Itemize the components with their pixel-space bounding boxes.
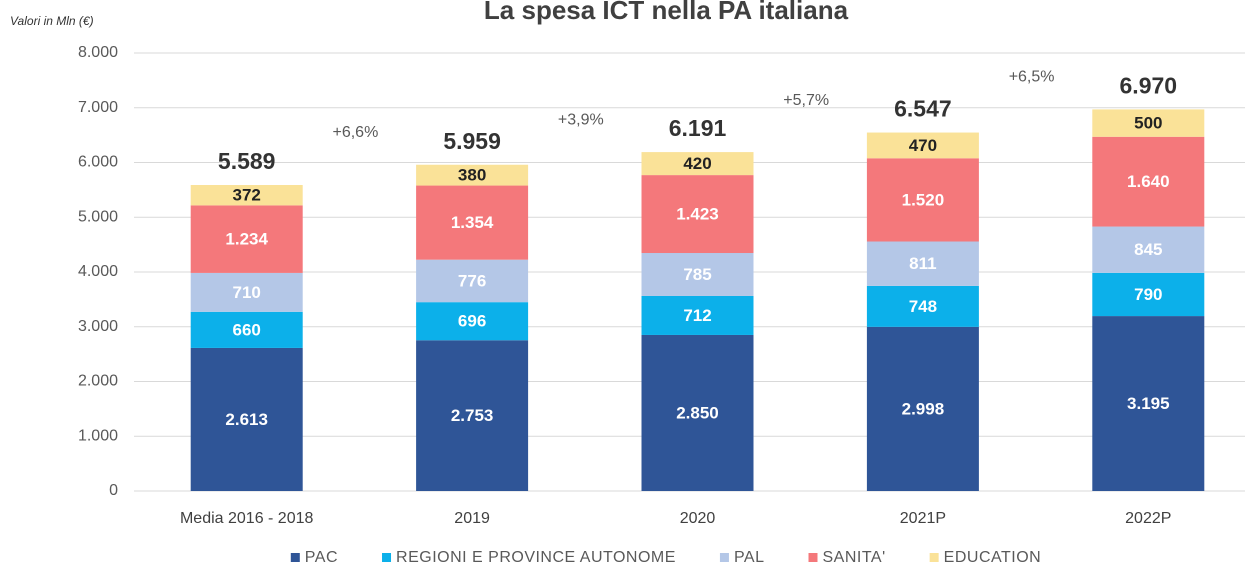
chart-title: La spesa ICT nella PA italiana <box>484 0 849 25</box>
growth-label: +6,5% <box>1009 69 1055 86</box>
legend-label: REGIONI E PROVINCE AUTONOME <box>396 549 676 565</box>
bar-segment <box>190 185 303 206</box>
legend-label: PAL <box>734 549 765 565</box>
y-tick-label: 1.000 <box>78 427 118 444</box>
y-tick-label: 6.000 <box>78 154 118 171</box>
total-label: 5.589 <box>218 148 276 174</box>
x-tick-label: Media 2016 - 2018 <box>180 510 314 527</box>
data-label: 1.520 <box>902 190 945 209</box>
bar-segment <box>190 311 303 348</box>
data-label: 748 <box>909 297 937 316</box>
data-label: 2.613 <box>225 410 268 429</box>
data-label: 790 <box>1134 285 1162 304</box>
y-tick-label: 8.000 <box>78 44 118 61</box>
y-tick-label: 5.000 <box>78 208 118 225</box>
data-label: 811 <box>909 254 936 273</box>
data-label: 2.998 <box>902 399 945 418</box>
bar-segment <box>641 295 754 335</box>
total-label: 6.547 <box>894 96 952 122</box>
bar-segment <box>1092 109 1205 137</box>
legend-label: SANITA' <box>823 549 886 565</box>
bar-segment <box>641 253 754 296</box>
bar-segment <box>866 285 979 327</box>
legend-marker <box>929 553 939 562</box>
x-tick-label: 2019 <box>454 510 490 527</box>
bar-segment <box>416 340 529 491</box>
legend-marker <box>719 553 729 562</box>
data-label: 660 <box>233 320 261 339</box>
data-label: 1.423 <box>676 205 719 224</box>
x-tick-label: 2021P <box>900 510 946 527</box>
data-label: 1.640 <box>1127 172 1170 191</box>
legend-label: EDUCATION <box>944 549 1042 565</box>
data-label: 470 <box>909 136 937 155</box>
bar-segment <box>866 132 979 159</box>
legend-marker <box>382 553 392 562</box>
data-label: 1.354 <box>451 213 494 232</box>
bar-segment <box>1092 272 1205 317</box>
bar-segment <box>1092 136 1205 227</box>
bar-segment <box>190 205 303 273</box>
bar-segment <box>416 259 529 303</box>
y-tick-label: 2.000 <box>78 373 118 390</box>
bar-segment <box>866 158 979 242</box>
bar-segment <box>866 241 979 286</box>
x-tick-label: 2020 <box>680 510 716 527</box>
bar-segment <box>416 164 529 186</box>
legend-marker <box>290 553 300 562</box>
y-tick-label: 3.000 <box>78 318 118 335</box>
growth-label: +3,9% <box>558 111 604 128</box>
legend-marker <box>808 553 818 562</box>
total-label: 6.191 <box>669 115 727 141</box>
y-axis-label: Valori in Mln (€) <box>10 14 94 28</box>
data-label: 776 <box>458 271 486 290</box>
data-label: 845 <box>1134 240 1162 259</box>
x-tick-label: 2022P <box>1125 510 1171 527</box>
bar-segment <box>190 347 303 491</box>
growth-label: +5,7% <box>783 92 829 109</box>
data-label: 696 <box>458 312 486 331</box>
data-label: 3.195 <box>1127 394 1170 413</box>
data-label: 1.234 <box>225 230 268 249</box>
data-label: 500 <box>1134 114 1162 133</box>
y-tick-label: 4.000 <box>78 263 118 280</box>
bar-segment <box>641 175 754 254</box>
total-label: 6.970 <box>1120 72 1178 98</box>
data-label: 2.850 <box>676 403 719 422</box>
bar-segment <box>416 185 529 260</box>
bar-segment <box>1092 226 1205 273</box>
bar-segment <box>641 152 754 176</box>
bar-segment <box>416 302 529 341</box>
total-label: 5.959 <box>443 128 501 154</box>
data-label: 2.753 <box>451 406 494 425</box>
data-label: 372 <box>233 186 261 205</box>
bar-segment <box>641 334 754 491</box>
data-label: 785 <box>683 265 711 284</box>
data-label: 712 <box>683 306 711 325</box>
data-label: 380 <box>458 166 486 185</box>
growth-label: +6,6% <box>332 124 378 141</box>
y-tick-label: 0 <box>109 482 118 499</box>
bar-segment <box>866 326 979 491</box>
data-label: 710 <box>233 283 261 302</box>
legend-label: PAC <box>305 549 338 565</box>
data-label: 420 <box>683 154 711 173</box>
y-tick-label: 7.000 <box>78 99 118 116</box>
bar-segment <box>1092 316 1205 491</box>
bar-segment <box>190 272 303 312</box>
